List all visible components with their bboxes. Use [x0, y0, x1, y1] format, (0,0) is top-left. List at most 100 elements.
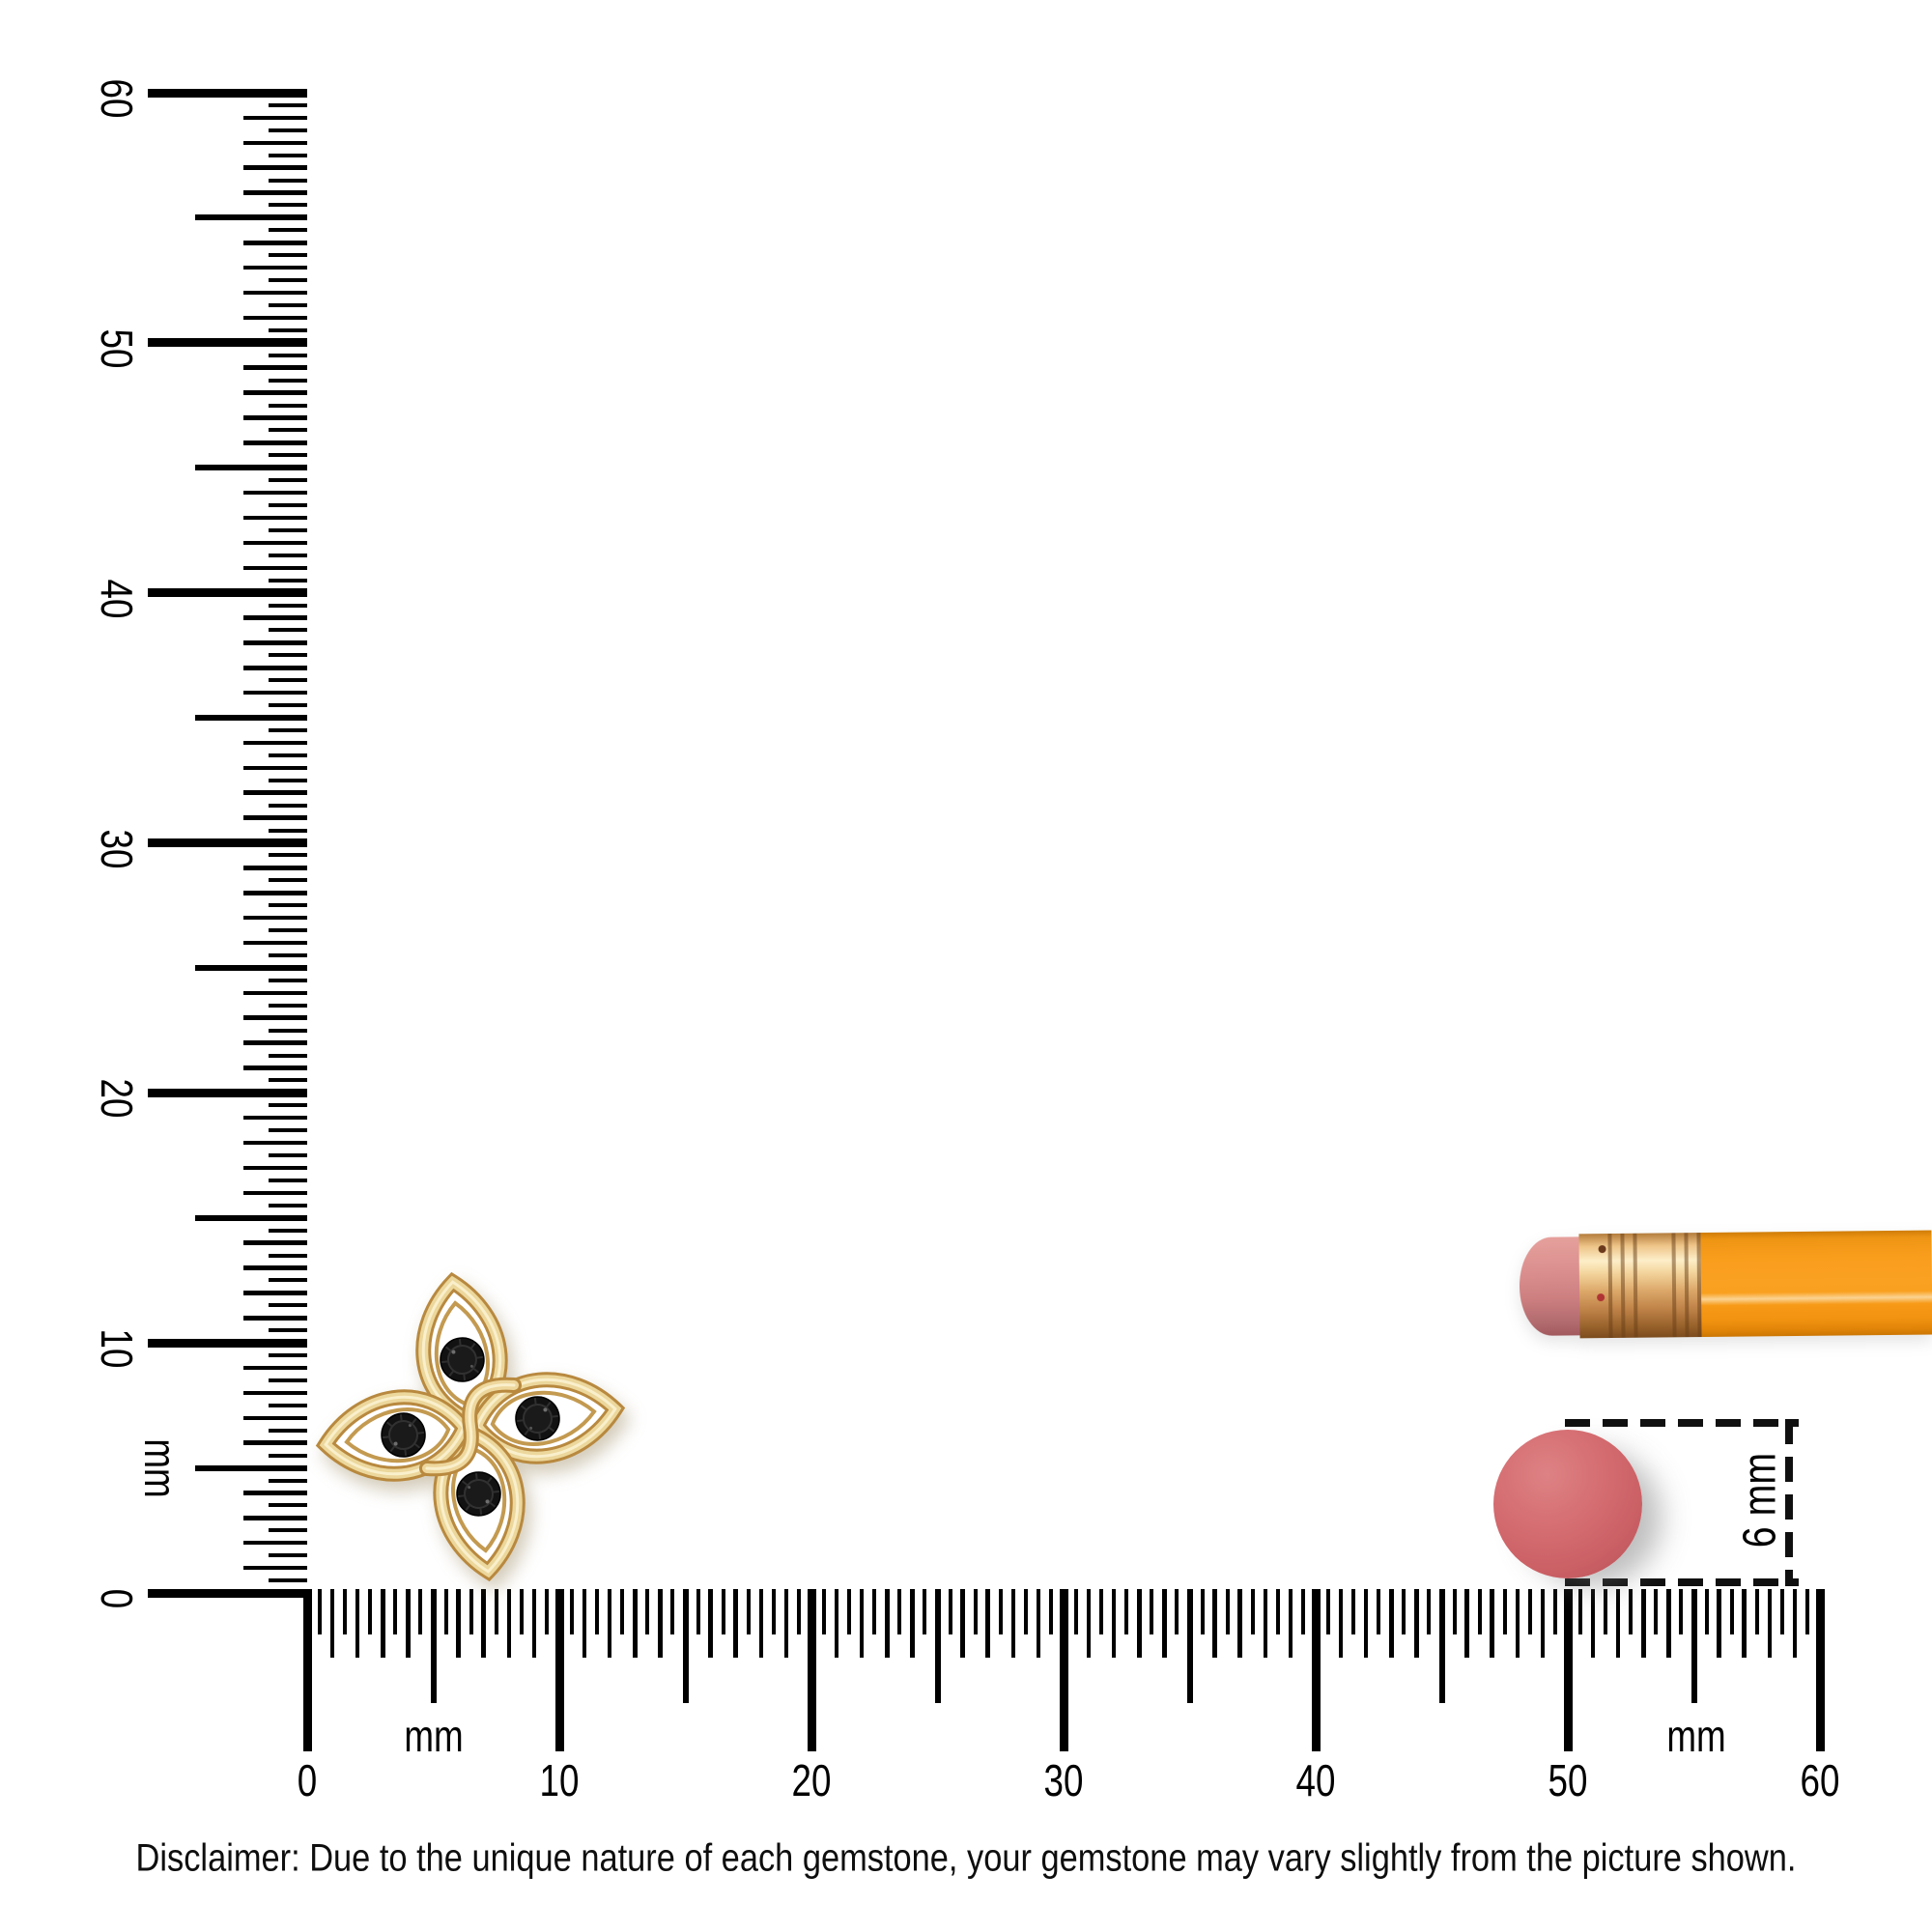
horizontal-ruler-tick — [1666, 1589, 1671, 1658]
vertical-ruler-tick — [243, 365, 307, 370]
vertical-ruler-tick — [243, 115, 307, 121]
vertical-ruler-tick — [269, 1303, 307, 1308]
horizontal-ruler-tick — [494, 1589, 498, 1634]
horizontal-ruler-tick — [1111, 1589, 1117, 1658]
gemstone-dot — [1493, 1430, 1642, 1578]
vertical-ruler-tick — [269, 978, 307, 982]
vertical-ruler-tick — [269, 403, 307, 408]
vertical-ruler-tick — [195, 214, 307, 221]
horizontal-ruler-tick — [960, 1589, 965, 1658]
vertical-ruler-tick — [269, 603, 307, 608]
horizontal-ruler-tick — [1427, 1589, 1432, 1634]
horizontal-ruler-tick — [1351, 1589, 1356, 1634]
horizontal-ruler-tick — [1048, 1589, 1053, 1634]
horizontal-ruler-tick — [1779, 1589, 1784, 1634]
horizontal-ruler-tick — [1464, 1589, 1469, 1658]
vertical-ruler-tick — [269, 903, 307, 908]
vertical-ruler-tick — [243, 1165, 307, 1171]
horizontal-ruler-tick — [746, 1589, 751, 1634]
vertical-ruler-tick — [148, 838, 307, 847]
horizontal-ruler-tick — [607, 1589, 612, 1658]
vertical-ruler-tick — [243, 440, 307, 445]
vertical-ruler-tick — [269, 952, 307, 957]
vertical-ruler-tick — [243, 1516, 307, 1520]
vertical-ruler-tick — [243, 190, 307, 195]
horizontal-ruler-tick — [1186, 1589, 1193, 1703]
horizontal-ruler-tick — [885, 1589, 890, 1658]
horizontal-ruler-tick — [1490, 1589, 1494, 1658]
vertical-ruler-number: 30 — [92, 829, 142, 868]
horizontal-ruler-tick — [1250, 1589, 1255, 1634]
vertical-ruler-tick — [269, 527, 307, 532]
horizontal-ruler-tick — [554, 1589, 564, 1751]
horizontal-ruler-tick — [418, 1589, 423, 1634]
horizontal-ruler-tick — [620, 1589, 625, 1634]
vertical-ruler-tick — [269, 1128, 307, 1133]
vertical-ruler-tick — [243, 1540, 307, 1546]
vertical-ruler-tick — [269, 1578, 307, 1583]
vertical-ruler-tick — [243, 1291, 307, 1295]
callout-dash-right — [1785, 1419, 1793, 1586]
horizontal-ruler-tick — [1604, 1589, 1608, 1634]
pencil-eraser — [1519, 1236, 1584, 1336]
vertical-ruler-number: 0 — [92, 1588, 142, 1609]
horizontal-ruler-tick — [544, 1589, 549, 1634]
vertical-ruler-tick — [243, 990, 307, 996]
vertical-ruler-tick — [148, 1338, 307, 1348]
horizontal-ruler-tick — [302, 1589, 312, 1751]
horizontal-ruler-tick — [934, 1589, 941, 1703]
vertical-ruler-tick — [148, 588, 307, 598]
horizontal-ruler-tick — [658, 1589, 663, 1658]
horizontal-ruler-tick — [807, 1589, 816, 1751]
horizontal-ruler-tick — [910, 1589, 915, 1658]
vertical-ruler-tick — [269, 1078, 307, 1083]
vertical-ruler-tick — [243, 1265, 307, 1270]
vertical-ruler-tick — [269, 778, 307, 782]
horizontal-ruler-tick — [1540, 1589, 1546, 1658]
horizontal-ruler-tick — [1578, 1589, 1583, 1634]
vertical-ruler-tick — [269, 353, 307, 357]
horizontal-ruler-tick — [329, 1589, 335, 1658]
vertical-ruler-tick — [195, 1214, 307, 1221]
callout-dash-top — [1565, 1419, 1799, 1427]
vertical-ruler-tick — [269, 253, 307, 258]
vertical-ruler-tick — [269, 228, 307, 233]
vertical-ruler-tick — [195, 1464, 307, 1471]
horizontal-ruler-tick — [1212, 1589, 1217, 1658]
horizontal-ruler-tick — [1402, 1589, 1406, 1634]
horizontal-ruler-tick — [456, 1589, 461, 1658]
horizontal-ruler-tick — [1704, 1589, 1709, 1634]
horizontal-ruler-tick — [1300, 1589, 1305, 1634]
horizontal-ruler-tick — [1010, 1589, 1016, 1658]
vertical-ruler-tick — [243, 1440, 307, 1445]
horizontal-ruler-tick — [1311, 1589, 1321, 1751]
vertical-ruler-tick — [148, 338, 307, 348]
vertical-ruler-number: 40 — [92, 579, 142, 619]
horizontal-ruler-tick — [1137, 1589, 1142, 1658]
horizontal-ruler-tick — [519, 1589, 524, 1634]
vertical-ruler-tick — [243, 740, 307, 746]
vertical-ruler-tick — [243, 140, 307, 146]
horizontal-ruler-tick — [355, 1589, 360, 1658]
horizontal-ruler-tick — [633, 1589, 638, 1658]
horizontal-ruler-tick — [1815, 1589, 1825, 1751]
vertical-ruler-tick — [269, 453, 307, 458]
horizontal-ruler-tick — [1263, 1589, 1268, 1658]
vertical-ruler-tick — [269, 1203, 307, 1208]
horizontal-ruler-tick — [1502, 1589, 1507, 1634]
horizontal-ruler-tick — [783, 1589, 789, 1658]
vertical-ruler-tick — [195, 964, 307, 971]
vertical-ruler-tick — [269, 1328, 307, 1333]
pendant-petal — [315, 1389, 473, 1482]
vertical-ruler-tick — [269, 178, 307, 183]
horizontal-ruler-tick — [1086, 1589, 1092, 1658]
vertical-ruler-tick — [269, 1453, 307, 1458]
horizontal-ruler-number: 50 — [1548, 1755, 1588, 1805]
horizontal-ruler-tick — [595, 1589, 600, 1634]
vertical-ruler-tick — [269, 928, 307, 933]
vertical-ruler-tick — [243, 1190, 307, 1196]
horizontal-ruler-tick — [1563, 1589, 1573, 1751]
horizontal-ruler-tick — [1690, 1589, 1697, 1703]
vertical-ruler-tick — [269, 803, 307, 808]
pendant-center-knot — [419, 1377, 522, 1477]
